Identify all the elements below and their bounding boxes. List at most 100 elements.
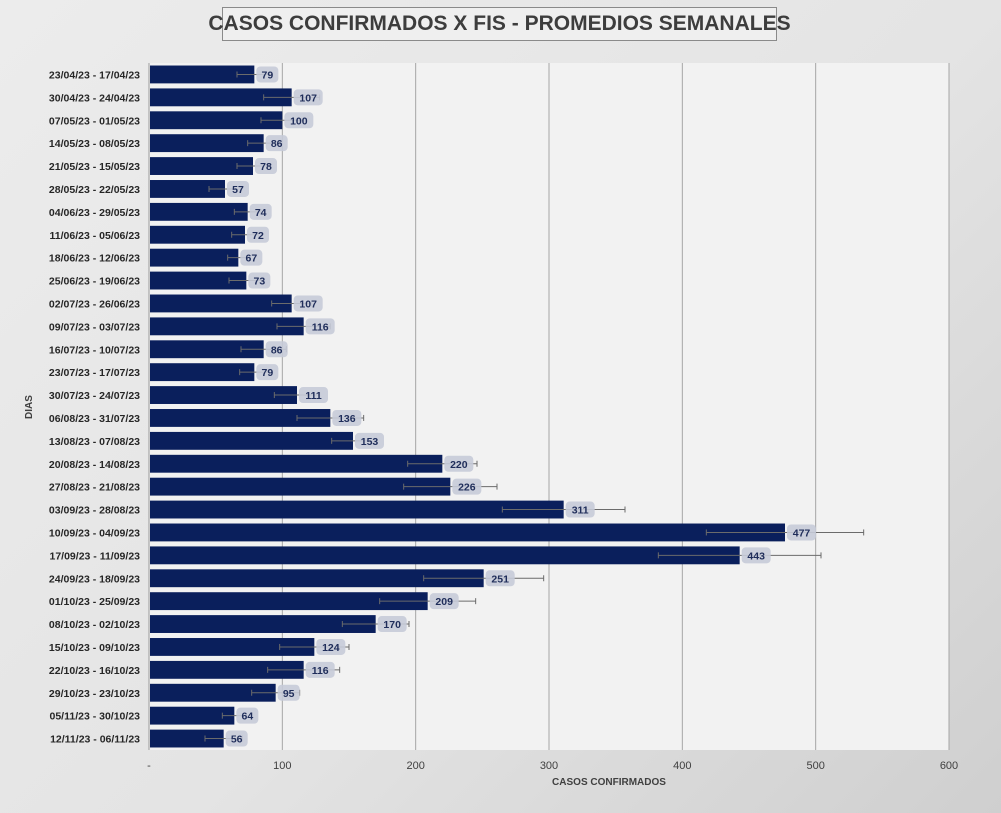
svg-text:116: 116 bbox=[312, 321, 329, 333]
svg-text:72: 72 bbox=[252, 230, 264, 242]
svg-text:74: 74 bbox=[255, 207, 267, 219]
y-tick-label: 06/08/23 - 31/07/23 bbox=[49, 413, 140, 425]
bar bbox=[150, 111, 283, 130]
y-tick-label: 30/04/23 - 24/04/23 bbox=[49, 92, 140, 104]
bar bbox=[150, 340, 264, 359]
y-tick-label: 27/08/23 - 21/08/23 bbox=[49, 482, 140, 494]
x-tick-label: - bbox=[147, 760, 151, 772]
x-tick-label: 200 bbox=[406, 760, 424, 772]
error-bar bbox=[705, 529, 865, 536]
bar bbox=[150, 706, 235, 725]
data-label: 107 bbox=[293, 89, 323, 106]
svg-text:67: 67 bbox=[245, 253, 257, 265]
y-tick-label: 22/10/23 - 16/10/23 bbox=[49, 665, 140, 677]
data-label: 67 bbox=[240, 249, 263, 266]
data-label: 251 bbox=[485, 570, 515, 587]
data-label: 74 bbox=[249, 203, 272, 220]
y-axis-label: DIAS bbox=[24, 395, 35, 419]
svg-text:56: 56 bbox=[231, 734, 243, 746]
y-tick-label: 25/06/23 - 19/06/23 bbox=[49, 276, 140, 288]
svg-text:136: 136 bbox=[338, 413, 356, 425]
bar bbox=[150, 592, 428, 611]
y-tick-label: 04/06/23 - 29/05/23 bbox=[49, 207, 140, 219]
bar bbox=[150, 615, 376, 633]
bar bbox=[150, 363, 255, 382]
bars bbox=[150, 65, 785, 748]
bar bbox=[150, 660, 304, 679]
x-tick-labels: - 100 200 300 400 500 600 bbox=[147, 760, 958, 772]
data-label: 170 bbox=[377, 616, 407, 633]
error-bar bbox=[423, 575, 545, 582]
svg-text:95: 95 bbox=[283, 688, 295, 700]
data-label: 86 bbox=[265, 341, 288, 358]
y-tick-label: 21/05/23 - 15/05/23 bbox=[49, 161, 140, 173]
y-tick-label: 14/05/23 - 08/05/23 bbox=[49, 138, 140, 150]
data-label: 226 bbox=[452, 478, 482, 495]
y-tick-label: 03/09/23 - 28/08/23 bbox=[49, 505, 140, 517]
y-tick-label: 24/09/23 - 18/09/23 bbox=[49, 573, 140, 585]
x-tick-label: 400 bbox=[673, 760, 691, 772]
data-label: 311 bbox=[565, 501, 595, 518]
data-label: 78 bbox=[255, 158, 277, 175]
y-tick-label: 17/09/23 - 11/09/23 bbox=[50, 550, 141, 562]
bar bbox=[150, 386, 297, 404]
bar bbox=[150, 180, 225, 198]
bar bbox=[150, 409, 331, 427]
y-tick-label: 23/07/23 - 17/07/23 bbox=[49, 367, 140, 379]
x-tick-label: 100 bbox=[273, 760, 291, 772]
y-tick-label: 13/08/23 - 07/08/23 bbox=[49, 436, 140, 448]
svg-text:209: 209 bbox=[435, 596, 453, 608]
svg-text:170: 170 bbox=[383, 619, 401, 631]
y-tick-label: 02/07/23 - 26/06/23 bbox=[49, 298, 140, 310]
bar bbox=[150, 683, 276, 702]
x-tick-label: 600 bbox=[940, 760, 958, 772]
y-tick-label: 11/06/23 - 05/06/23 bbox=[50, 230, 141, 242]
bar bbox=[150, 134, 264, 153]
y-tick-label: 10/09/23 - 04/09/23 bbox=[49, 527, 140, 539]
y-tick-label: 23/04/23 - 17/04/23 bbox=[49, 69, 140, 81]
data-label: 79 bbox=[256, 66, 279, 83]
bar bbox=[150, 271, 247, 290]
bar bbox=[150, 317, 304, 336]
data-label: 477 bbox=[787, 524, 816, 541]
bar bbox=[150, 638, 315, 656]
svg-text:79: 79 bbox=[261, 367, 273, 379]
y-tick-labels: 23/04/23 - 17/04/23 30/04/23 - 24/04/23 07… bbox=[49, 69, 140, 745]
data-label: 124 bbox=[316, 638, 346, 655]
svg-text:64: 64 bbox=[241, 711, 253, 723]
bar bbox=[150, 729, 224, 748]
svg-text:477: 477 bbox=[793, 527, 811, 539]
svg-text:78: 78 bbox=[260, 161, 272, 173]
data-label: 95 bbox=[277, 684, 300, 701]
data-label: 100 bbox=[284, 112, 314, 129]
data-label: 57 bbox=[227, 180, 249, 197]
data-label: 72 bbox=[247, 226, 269, 243]
svg-text:311: 311 bbox=[572, 505, 589, 517]
y-tick-label: 30/07/23 - 24/07/23 bbox=[49, 390, 140, 402]
bar bbox=[150, 546, 740, 565]
y-tick-label: 20/08/23 - 14/08/23 bbox=[49, 459, 140, 471]
data-label: 111 bbox=[299, 387, 328, 404]
gridlines bbox=[281, 63, 950, 750]
svg-text:57: 57 bbox=[232, 184, 244, 196]
y-tick-label: 09/07/23 - 03/07/23 bbox=[49, 321, 140, 333]
svg-text:251: 251 bbox=[491, 573, 509, 585]
bar bbox=[150, 431, 353, 450]
y-tick-label: 15/10/23 - 09/10/23 bbox=[49, 642, 140, 654]
y-tick-label: 08/10/23 - 02/10/23 bbox=[49, 619, 140, 631]
data-label: 116 bbox=[305, 318, 335, 335]
bar bbox=[150, 294, 292, 313]
svg-text:226: 226 bbox=[458, 482, 476, 494]
data-label: 64 bbox=[236, 707, 259, 724]
data-label: 136 bbox=[332, 409, 362, 426]
error-bar bbox=[403, 483, 498, 490]
svg-text:86: 86 bbox=[271, 344, 283, 356]
y-tick-label: 18/06/23 - 12/06/23 bbox=[49, 253, 140, 265]
data-label: 73 bbox=[248, 272, 271, 289]
y-tick-label: 07/05/23 - 01/05/23 bbox=[49, 115, 140, 127]
y-tick-label: 01/10/23 - 25/09/23 bbox=[49, 596, 140, 608]
error-bar bbox=[501, 506, 626, 513]
bar bbox=[150, 225, 245, 244]
y-tick-label: 12/11/23 - 06/11/23 bbox=[50, 734, 140, 746]
